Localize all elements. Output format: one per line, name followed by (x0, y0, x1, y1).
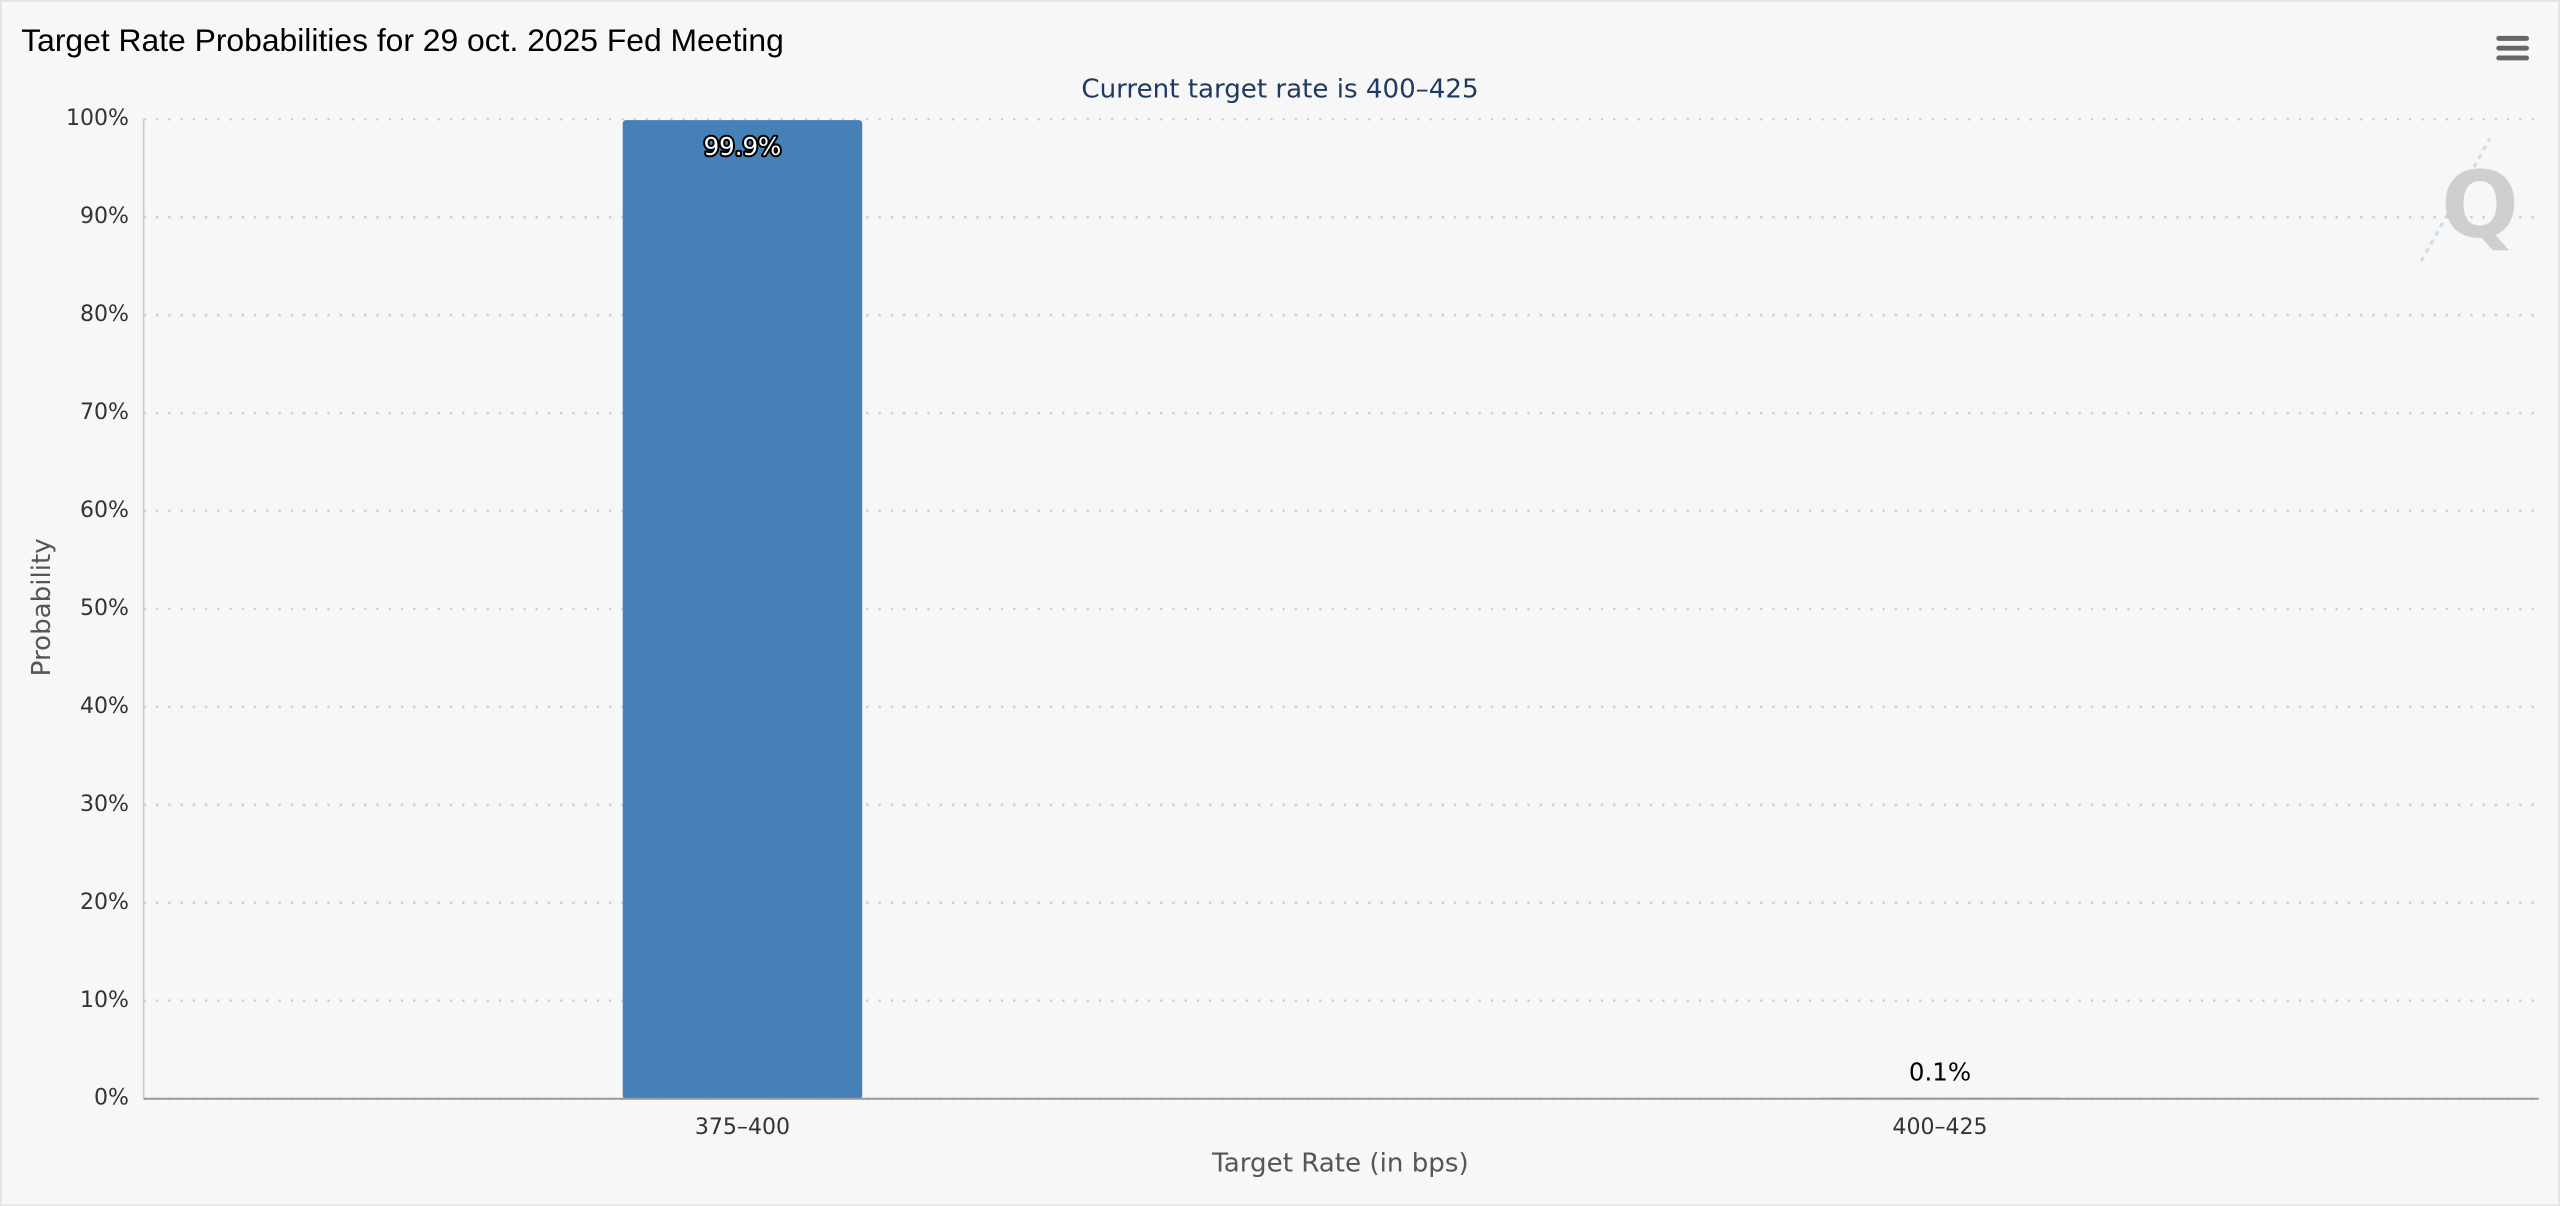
menu-button[interactable] (2493, 31, 2532, 67)
y-tick-label: 60% (80, 498, 129, 523)
chart-subtitle: Current target rate is 400–425 (1081, 74, 1478, 104)
watermark-logo: Q (2441, 152, 2519, 259)
watermark: Q (2419, 137, 2519, 263)
x-tick-label: 400–425 (1892, 1115, 1987, 1140)
menu-bar (2496, 55, 2529, 61)
y-axis-label: Probability (27, 538, 57, 676)
y-tick-label: 40% (80, 694, 129, 719)
chart-title: Target Rate Probabilities for 29 oct. 20… (21, 22, 784, 58)
watermark-streak (2419, 137, 2492, 263)
menu-bar (2496, 35, 2529, 41)
y-tick-label: 50% (80, 596, 129, 621)
data-label: 0.1% (1909, 1057, 1971, 1086)
y-tick-label: 20% (80, 890, 129, 915)
y-tick-label: 30% (80, 792, 129, 817)
y-tick-label: 90% (80, 204, 129, 229)
y-tick-label: 10% (80, 988, 129, 1013)
x-tick-label: 375–400 (695, 1115, 790, 1140)
menu-bar (2496, 45, 2529, 51)
y-tick-label: 100% (66, 106, 129, 131)
y-tick-label: 80% (80, 302, 129, 327)
y-tick-label: 70% (80, 400, 129, 425)
x-axis-label: Target Rate (in bps) (1211, 1149, 1468, 1179)
y-tick-label: 0% (94, 1086, 129, 1111)
bar (622, 120, 863, 1099)
data-label: 99.9% (704, 132, 782, 161)
